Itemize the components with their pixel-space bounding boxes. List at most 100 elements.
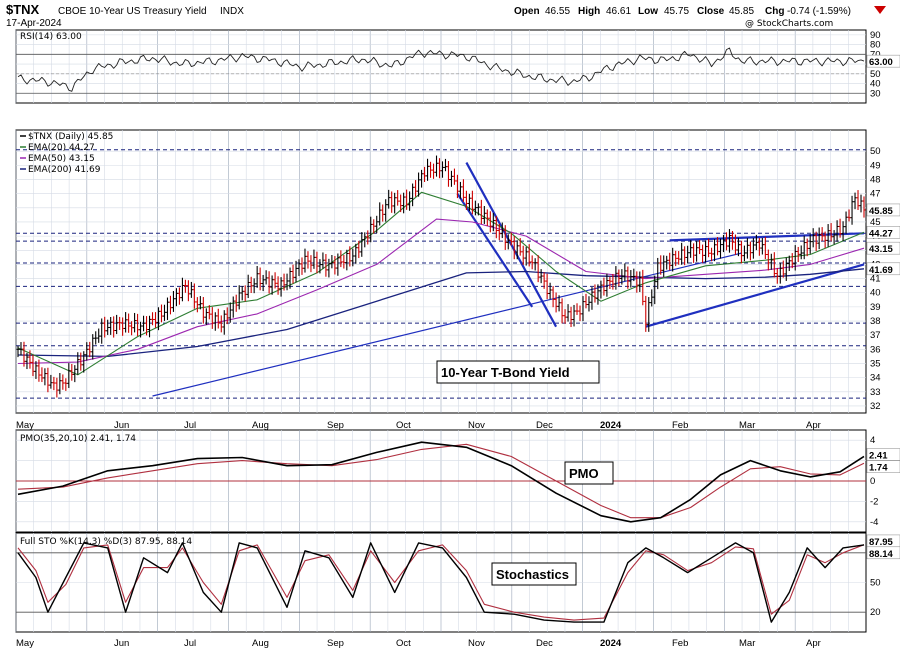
price-ytick: 35 <box>870 358 881 369</box>
header-date: 17-Apr-2024 <box>6 18 62 29</box>
down-arrow-icon <box>874 6 886 14</box>
pmo-signal-line <box>17 443 865 519</box>
pmo-title-box <box>564 461 614 485</box>
ema20-last: 44.27 <box>869 228 893 239</box>
price-legend-item: EMA(200) 41.69 <box>28 165 101 175</box>
trendline <box>456 193 534 308</box>
header-exchange: INDX <box>220 6 244 17</box>
bottom-xlabel: Mar <box>739 638 755 649</box>
sto-k-last: 87.95 <box>869 537 893 548</box>
pmo-line <box>17 441 865 523</box>
bottom-xlabel: Apr <box>806 638 821 649</box>
price-ytick: 40 <box>870 288 881 299</box>
bottom-xlabel: Jul <box>184 638 196 649</box>
sto-title: Stochastics <box>496 567 569 582</box>
sto-k-line <box>17 542 865 623</box>
price-ytick: 37 <box>870 330 881 341</box>
price-xlabel: Feb <box>672 420 688 431</box>
chg-label: Chg <box>765 6 784 17</box>
low-label: Low <box>638 6 658 17</box>
price-legend-item: EMA(50) 43.15 <box>28 154 95 164</box>
price-title-box <box>436 360 600 384</box>
ema50-line <box>17 218 865 365</box>
open-label: Open <box>514 6 540 17</box>
high-value: 46.61 <box>606 6 631 17</box>
rsi-ytick: 30 <box>870 88 881 99</box>
price-ytick: 41 <box>870 274 881 285</box>
price-xlabel: Jun <box>114 420 129 431</box>
rsi-ytick: 50 <box>870 69 881 80</box>
rsi-ytick: 70 <box>870 49 881 60</box>
open-value: 46.55 <box>545 6 570 17</box>
price-xlabel: Jul <box>184 420 196 431</box>
ema200-last-box <box>866 262 900 276</box>
sto-d-last-box <box>866 546 900 560</box>
ema50-last-box <box>866 241 900 255</box>
price-ytick: 36 <box>870 344 881 355</box>
pmo-ytick: -4 <box>870 517 878 528</box>
price-xlabel: Mar <box>739 420 755 431</box>
rsi-last: 63.00 <box>869 57 893 68</box>
pmo-legend: PMO(35,20,10) 2.41, 1.74 <box>20 434 136 444</box>
price-ytick: 33 <box>870 387 881 398</box>
header-name: CBOE 10-Year US Treasury Yield <box>58 6 207 17</box>
price-ytick: 49 <box>870 160 881 171</box>
rsi-ytick: 40 <box>870 79 881 90</box>
rsi-legend: RSI(14) 63.00 <box>20 32 82 42</box>
ema20-last-box <box>866 226 900 239</box>
price-xlabel: Dec <box>536 420 553 431</box>
price-legend-item: EMA(20) 44.27 <box>28 143 95 153</box>
sto-title-box <box>491 562 577 586</box>
bottom-xlabel: Aug <box>252 638 269 649</box>
rsi-ytick: 90 <box>870 30 881 41</box>
ema50-last: 43.15 <box>869 244 893 255</box>
trendline <box>645 263 865 328</box>
price-last-close-box <box>866 203 900 217</box>
price-ytick: 48 <box>870 175 881 186</box>
bottom-xlabel: Dec <box>536 638 553 649</box>
rsi-line <box>17 47 865 92</box>
price-ytick: 32 <box>870 401 881 412</box>
price-ytick: 34 <box>870 373 881 384</box>
price-xlabel: Apr <box>806 420 821 431</box>
pmo-last: 2.41 <box>869 450 888 461</box>
sto-legend: Full STO %K(14,3) %D(3) 87.95, 88.14 <box>20 537 192 547</box>
bottom-xlabel: Nov <box>468 638 485 649</box>
price-ytick: 50 <box>870 146 881 157</box>
bottom-xlabel: 2024 <box>600 638 622 649</box>
pmo-ytick: 0 <box>870 476 875 487</box>
bottom-xlabel: May <box>16 638 34 649</box>
price-xlabel: May <box>16 420 34 431</box>
price-title: 10-Year T-Bond Yield <box>441 365 570 380</box>
close-value: 45.85 <box>729 6 754 17</box>
price-xlabel: Oct <box>396 420 411 431</box>
price-xlabel: Nov <box>468 420 485 431</box>
bottom-xlabel: Oct <box>396 638 411 649</box>
ema200-line <box>17 268 865 358</box>
price-ytick: 45 <box>870 217 881 228</box>
chg-value: -0.74 (-1.59%) <box>787 6 851 17</box>
price-ytick: 39 <box>870 302 881 313</box>
bottom-xlabel: Sep <box>327 638 344 649</box>
price-last-close: 45.85 <box>869 206 893 217</box>
price-legend-item: $TNX (Daily) 45.85 <box>28 132 113 142</box>
sto-ytick: 20 <box>870 607 881 618</box>
price-xlabel: 2024 <box>600 420 622 431</box>
rsi-last-box <box>866 54 900 68</box>
price-xlabel: Sep <box>327 420 344 431</box>
sto-d-line <box>17 544 865 621</box>
sto-d-last: 88.14 <box>869 549 893 560</box>
pmo-ytick: 4 <box>870 435 875 446</box>
rsi-ytick: 80 <box>870 40 881 51</box>
ema200-last: 41.69 <box>869 265 893 276</box>
price-ytick: 47 <box>870 189 881 200</box>
low-value: 45.75 <box>664 6 689 17</box>
high-label: High <box>578 6 600 17</box>
bottom-xlabel: Feb <box>672 638 688 649</box>
price-ytick: 38 <box>870 316 881 327</box>
header-symbol: $TNX <box>6 2 40 17</box>
pmo-title: PMO <box>569 466 599 481</box>
chart-panels: RSI(14) 63.009070503080604063.00$TNX (Da… <box>15 29 900 649</box>
watermark: @ StockCharts.com <box>745 19 833 29</box>
